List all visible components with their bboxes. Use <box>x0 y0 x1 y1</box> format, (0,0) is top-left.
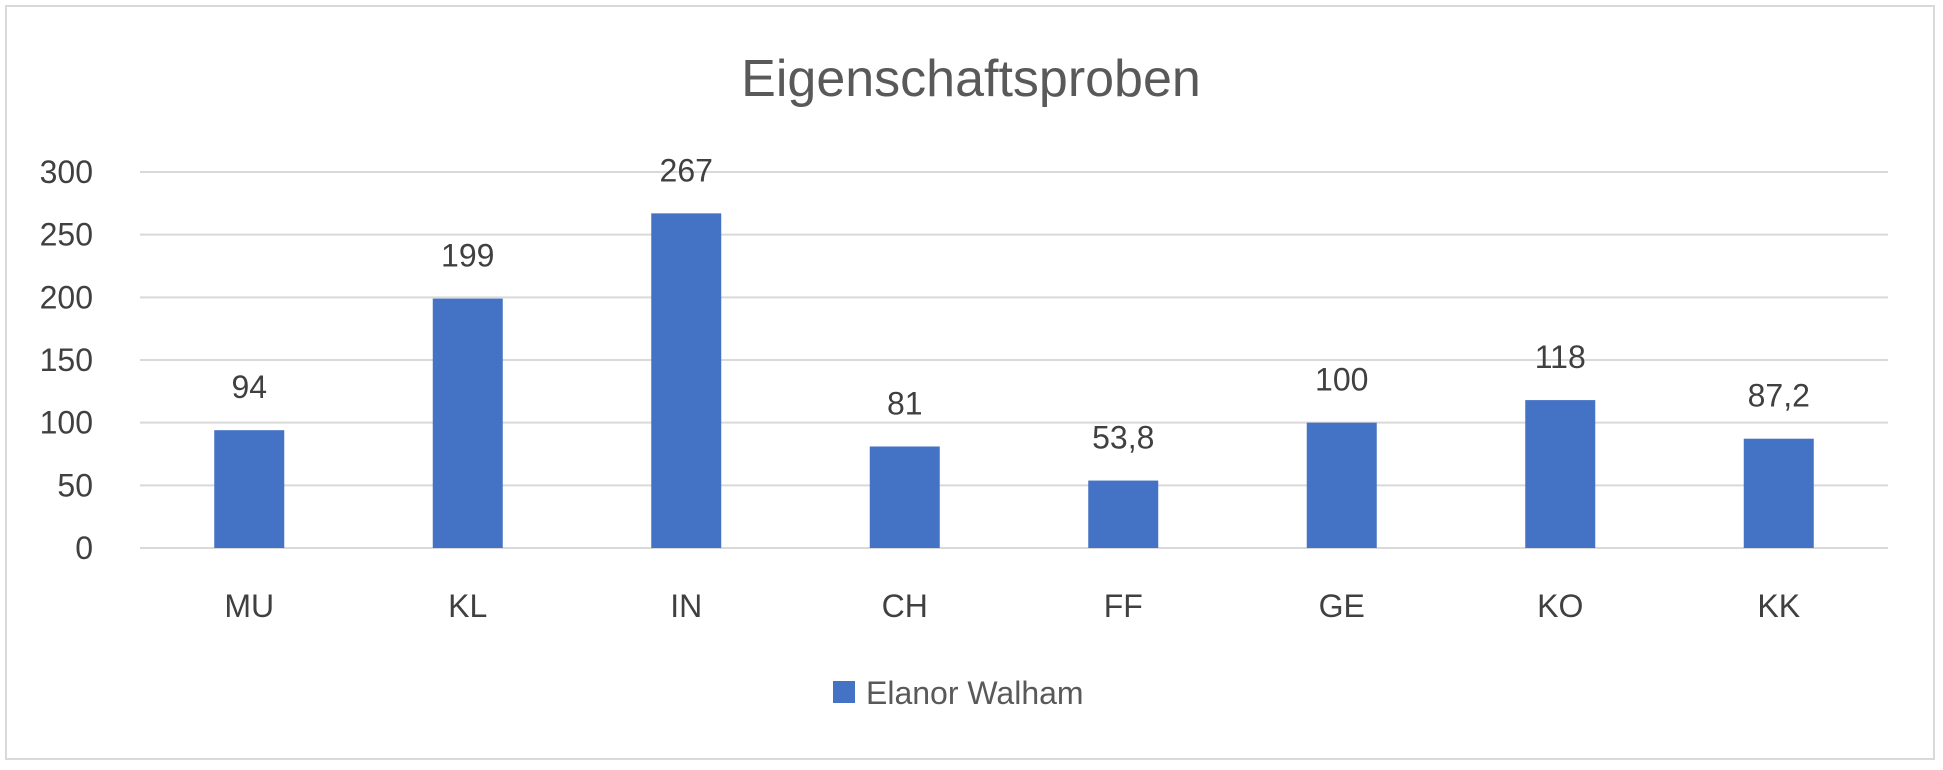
bar <box>1306 422 1377 548</box>
data-label: 94 <box>231 369 267 405</box>
data-label: 53,8 <box>1092 420 1154 456</box>
y-tick-label: 50 <box>57 467 93 503</box>
data-label: 118 <box>1535 339 1586 375</box>
bar <box>214 430 285 548</box>
bars <box>214 213 1814 549</box>
y-tick-label: 300 <box>40 154 93 190</box>
bar <box>432 298 503 548</box>
x-tick-label: KO <box>1537 588 1583 624</box>
y-axis-ticks: 0 50 100 150 200 250 300 <box>40 154 93 566</box>
y-tick-label: 250 <box>40 217 93 253</box>
x-tick-label: GE <box>1319 588 1365 624</box>
bar <box>1525 400 1596 548</box>
x-tick-label: KL <box>448 588 487 624</box>
chart-frame <box>5 5 1935 760</box>
x-tick-label: IN <box>670 588 702 624</box>
bar <box>869 446 940 548</box>
y-tick-label: 200 <box>40 279 93 315</box>
legend: Elanor Walham <box>833 675 1084 711</box>
x-tick-label: CH <box>882 588 928 624</box>
data-label: 81 <box>887 385 923 421</box>
x-tick-label: KK <box>1757 588 1800 624</box>
data-labels: 94 199 267 81 53,8 100 118 87,2 <box>231 152 1809 455</box>
x-axis-ticks: MU KL IN CH FF GE KO KK <box>224 588 1800 624</box>
data-label: 267 <box>660 152 713 188</box>
legend-label: Elanor Walham <box>866 675 1084 711</box>
y-tick-label: 150 <box>40 342 93 378</box>
y-tick-label: 0 <box>75 530 93 566</box>
legend-swatch <box>833 681 855 703</box>
chart-title: Eigenschaftsproben <box>741 50 1201 108</box>
data-label: 100 <box>1315 362 1368 398</box>
gridlines <box>140 171 1888 549</box>
data-label: 87,2 <box>1748 378 1810 414</box>
bar <box>651 213 722 549</box>
x-tick-label: MU <box>224 588 274 624</box>
y-tick-label: 100 <box>40 405 93 441</box>
data-label: 199 <box>441 238 494 274</box>
bar <box>1743 438 1814 548</box>
bar <box>1088 480 1159 548</box>
x-tick-label: FF <box>1104 588 1143 624</box>
